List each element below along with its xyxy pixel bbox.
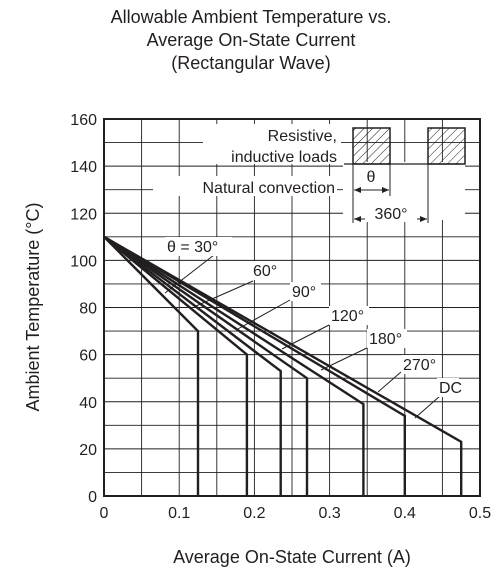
waveform-inset: θ 360° [343, 127, 466, 223]
series-curve-7 [103, 235, 463, 496]
series-leader-1 [164, 254, 215, 294]
series-leader-7 [414, 395, 441, 419]
series-curve-3 [103, 235, 282, 496]
series-label-7: DC [439, 380, 462, 397]
load-condition-labels: Resistive, inductive loads Natural conve… [153, 124, 341, 197]
series-leader-2 [195, 280, 254, 307]
pulse-1 [352, 127, 391, 165]
period-label-mask [365, 202, 417, 222]
series-label-mask-7 [437, 378, 459, 397]
y-tick-label: 20 [79, 442, 97, 459]
series-label-mask-2 [251, 261, 282, 280]
series-leader-3 [235, 299, 291, 331]
y-tick-label: 140 [70, 159, 97, 176]
series-label-6: 270° [403, 357, 436, 374]
series-label-3: 90° [292, 284, 316, 301]
x-tick-label: 0 [100, 505, 109, 522]
theta-arrow-left [354, 187, 361, 193]
y-tick-label: 100 [70, 253, 97, 270]
convection-label-mask [153, 176, 337, 196]
series-label-mask-5 [367, 329, 407, 348]
series-label-2: 60° [253, 263, 277, 280]
tick-labels: 0 0.1 0.2 0.3 0.4 0.5 0 20 40 60 80 100 120 140 160 [70, 112, 491, 522]
period-arrow-right [420, 216, 427, 222]
series-label-mask-1 [165, 237, 232, 256]
annotation-natural-convection: Natural convection [202, 180, 335, 197]
x-tick-label: 0.4 [394, 505, 416, 522]
x-axis-label: Average On-State Current (A) [173, 547, 411, 567]
series-curve-6 [103, 235, 406, 496]
x-tick-label: 0.1 [168, 505, 190, 522]
y-tick-label: 0 [88, 489, 97, 506]
x-tick-label: 0.5 [469, 505, 491, 522]
theta-label-mask [361, 167, 381, 185]
y-axis-label: Ambient Temperature (°C) [23, 203, 43, 412]
x-tick-label: 0.3 [318, 505, 340, 522]
series-leader-4 [281, 323, 332, 350]
theta-arrow-right [382, 187, 389, 193]
series-curve-2 [103, 235, 249, 496]
leader-lines [164, 254, 441, 419]
period-label: 360° [374, 206, 407, 223]
y-tick-label: 120 [70, 206, 97, 223]
series-label-4: 120° [331, 308, 364, 325]
y-tick-label: 60 [79, 348, 97, 365]
series-leader-6 [377, 371, 402, 393]
theta-label: θ [367, 169, 376, 186]
series-curve-4 [103, 235, 309, 496]
series-curve-5 [103, 235, 365, 496]
plot-frame [103, 118, 481, 497]
y-tick-label: 160 [70, 112, 97, 129]
annotation-inductive-loads: inductive loads [231, 149, 337, 166]
series-labels: θ = 30° 60° 90° 120° 180°270°DC [165, 237, 462, 397]
x-tick-label: 0.2 [243, 505, 265, 522]
chart-title-line-2: Average On-State Current [146, 30, 356, 50]
chart-title-line-1: Allowable Ambient Temperature vs. [110, 7, 392, 27]
series-label-1: θ = 30° [167, 239, 218, 256]
series-leader-5 [320, 346, 370, 371]
pulse-2 [427, 127, 466, 165]
series-curves [103, 235, 463, 496]
period-arrow-left [354, 216, 361, 222]
load-label-mask [203, 124, 341, 164]
series-curve-1 [103, 235, 200, 496]
series-label-mask-3 [290, 282, 321, 301]
series-label-mask-6 [401, 355, 441, 374]
annotation-resistive: Resistive, [268, 128, 337, 145]
series-label-5: 180° [369, 331, 402, 348]
y-tick-label: 40 [79, 395, 97, 412]
y-tick-label: 80 [79, 301, 97, 318]
chart-title-line-3: (Rectangular Wave) [171, 53, 331, 73]
series-label-mask-4 [329, 306, 369, 325]
